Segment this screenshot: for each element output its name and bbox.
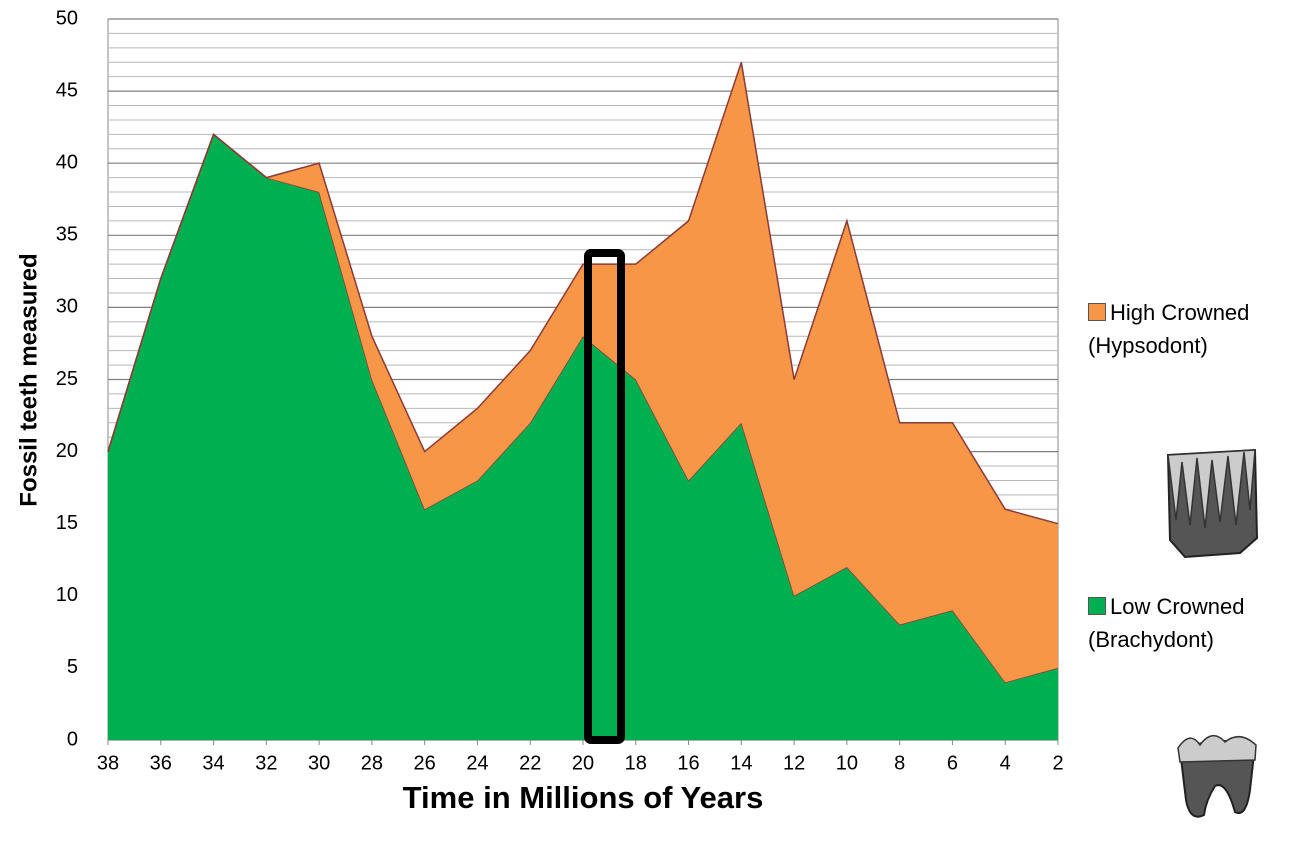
y-tick-label: 20 [56, 440, 78, 462]
x-tick-label: 6 [947, 752, 958, 774]
x-tick-label: 38 [97, 752, 119, 774]
legend-swatch [1088, 303, 1106, 321]
x-tick-label: 16 [677, 752, 699, 774]
x-tick-label: 4 [1000, 752, 1011, 774]
y-tick-label: 5 [67, 656, 78, 678]
chart: 0510152025303540455038363432302826242220… [0, 0, 1301, 849]
legend-label: High Crowned (Hypsodont) [1088, 300, 1249, 358]
legend-label: Low Crowned (Brachydont) [1088, 594, 1245, 652]
x-tick-label: 2 [1052, 752, 1063, 774]
x-tick-label: 22 [519, 752, 541, 774]
y-tick-label: 25 [56, 368, 78, 390]
y-tick-label: 35 [56, 224, 78, 246]
x-tick-label: 36 [150, 752, 172, 774]
y-axis-label: Fossil teeth measured [15, 253, 42, 506]
x-tick-label: 28 [361, 752, 383, 774]
y-tick-label: 30 [56, 296, 78, 318]
x-tick-label: 20 [572, 752, 594, 774]
x-tick-label: 30 [308, 752, 330, 774]
x-tick-label: 10 [836, 752, 858, 774]
y-tick-label: 10 [56, 584, 78, 606]
x-tick-label: 34 [202, 752, 224, 774]
x-tick-label: 14 [730, 752, 752, 774]
x-tick-label: 18 [625, 752, 647, 774]
x-axis-label: Time in Millions of Years [403, 780, 764, 815]
hypsodont-icon [1168, 450, 1257, 557]
y-tick-label: 45 [56, 79, 78, 101]
legend-item: Low Crowned (Brachydont) [1088, 590, 1268, 656]
legend-swatch [1088, 597, 1106, 615]
y-tick-label: 0 [67, 728, 78, 750]
x-tick-label: 32 [255, 752, 277, 774]
x-tick-label: 24 [466, 752, 488, 774]
page: 0510152025303540455038363432302826242220… [0, 0, 1301, 849]
y-tick-label: 50 [56, 7, 78, 29]
y-tick-label: 15 [56, 512, 78, 534]
x-tick-label: 26 [414, 752, 436, 774]
x-tick-label: 12 [783, 752, 805, 774]
brachydont-icon [1178, 736, 1256, 817]
legend-item: High Crowned (Hypsodont) [1088, 296, 1268, 362]
y-tick-label: 40 [56, 151, 78, 173]
x-tick-label: 8 [894, 752, 905, 774]
